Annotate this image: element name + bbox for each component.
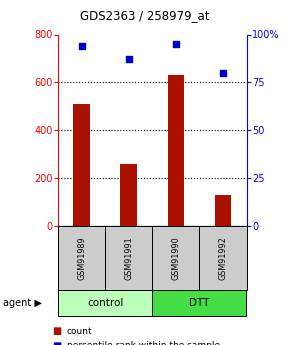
Text: count: count bbox=[67, 327, 92, 336]
Point bbox=[221, 70, 225, 76]
Point bbox=[79, 43, 84, 49]
Text: GSM91991: GSM91991 bbox=[124, 236, 133, 280]
Text: GDS2363 / 258979_at: GDS2363 / 258979_at bbox=[80, 9, 210, 22]
Point bbox=[126, 57, 131, 62]
Text: ■: ■ bbox=[52, 326, 61, 336]
Bar bbox=[73, 104, 90, 226]
Text: ■: ■ bbox=[52, 341, 61, 345]
Text: DTT: DTT bbox=[189, 298, 210, 308]
Bar bbox=[168, 75, 184, 226]
Point bbox=[173, 41, 178, 47]
Text: agent ▶: agent ▶ bbox=[3, 298, 42, 308]
Text: GSM91990: GSM91990 bbox=[171, 236, 180, 280]
Text: control: control bbox=[87, 298, 123, 308]
Bar bbox=[120, 164, 137, 226]
Text: percentile rank within the sample: percentile rank within the sample bbox=[67, 341, 220, 345]
Bar bbox=[215, 195, 231, 226]
Text: GSM91989: GSM91989 bbox=[77, 236, 86, 280]
Text: GSM91992: GSM91992 bbox=[218, 236, 227, 280]
